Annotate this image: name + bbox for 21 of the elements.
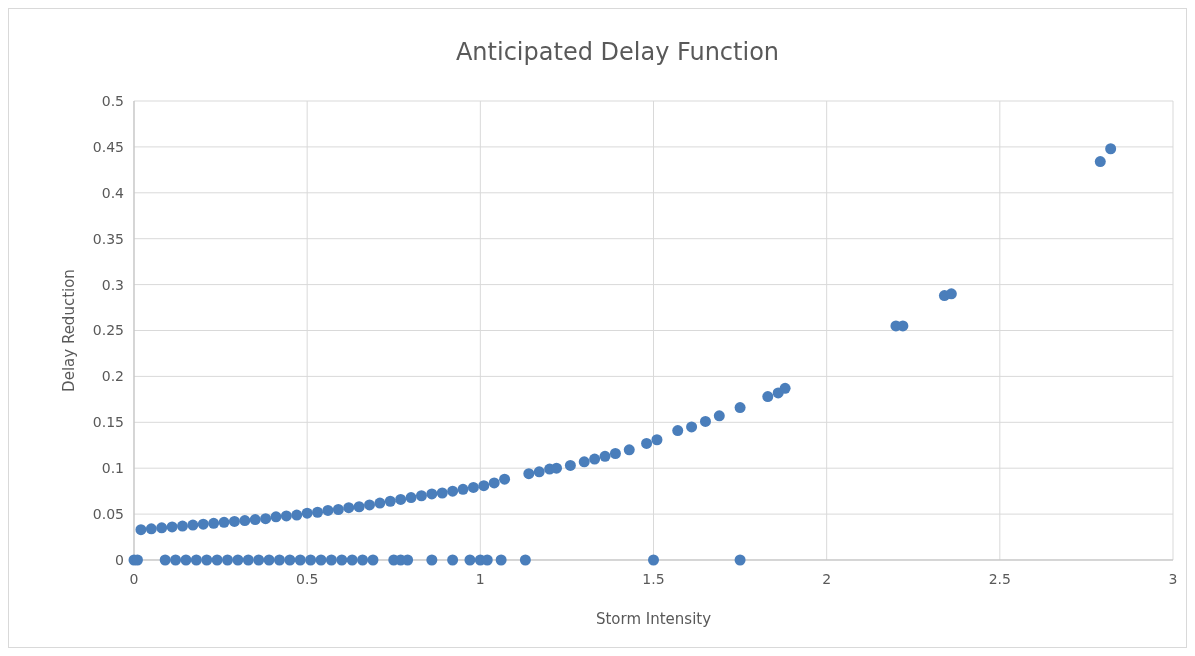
y-tick-label: 0.3 [101, 276, 124, 293]
x-tick-label: 3 [1168, 571, 1178, 587]
y-tick-label: 0.15 [92, 414, 124, 431]
y-tick-label: 0.5 [101, 92, 124, 109]
y-tick-label: 0.35 [92, 230, 124, 247]
x-tick-label: 0.5 [296, 571, 319, 587]
y-tick-label: 0.25 [92, 322, 124, 339]
x-tick-label: 1 [475, 571, 485, 587]
x-tick-label: 0 [129, 571, 139, 587]
y-tick-label: 0.2 [101, 368, 124, 385]
y-tick-label: 0.4 [101, 184, 125, 201]
x-axis-title: Storm Intensity [595, 610, 712, 628]
chart-title: Anticipated Delay Function [455, 38, 780, 66]
y-tick-label: 0.1 [101, 460, 124, 477]
y-axis-title: Delay Reduction [60, 269, 78, 392]
y-tick-label: 0.05 [92, 506, 124, 522]
x-tick-label: 1.5 [642, 571, 665, 587]
y-tick-label: 0.45 [92, 138, 124, 155]
x-tick-label: 2.5 [988, 571, 1011, 587]
x-tick-label: 2 [822, 571, 832, 587]
y-tick-label: 0 [115, 551, 124, 568]
